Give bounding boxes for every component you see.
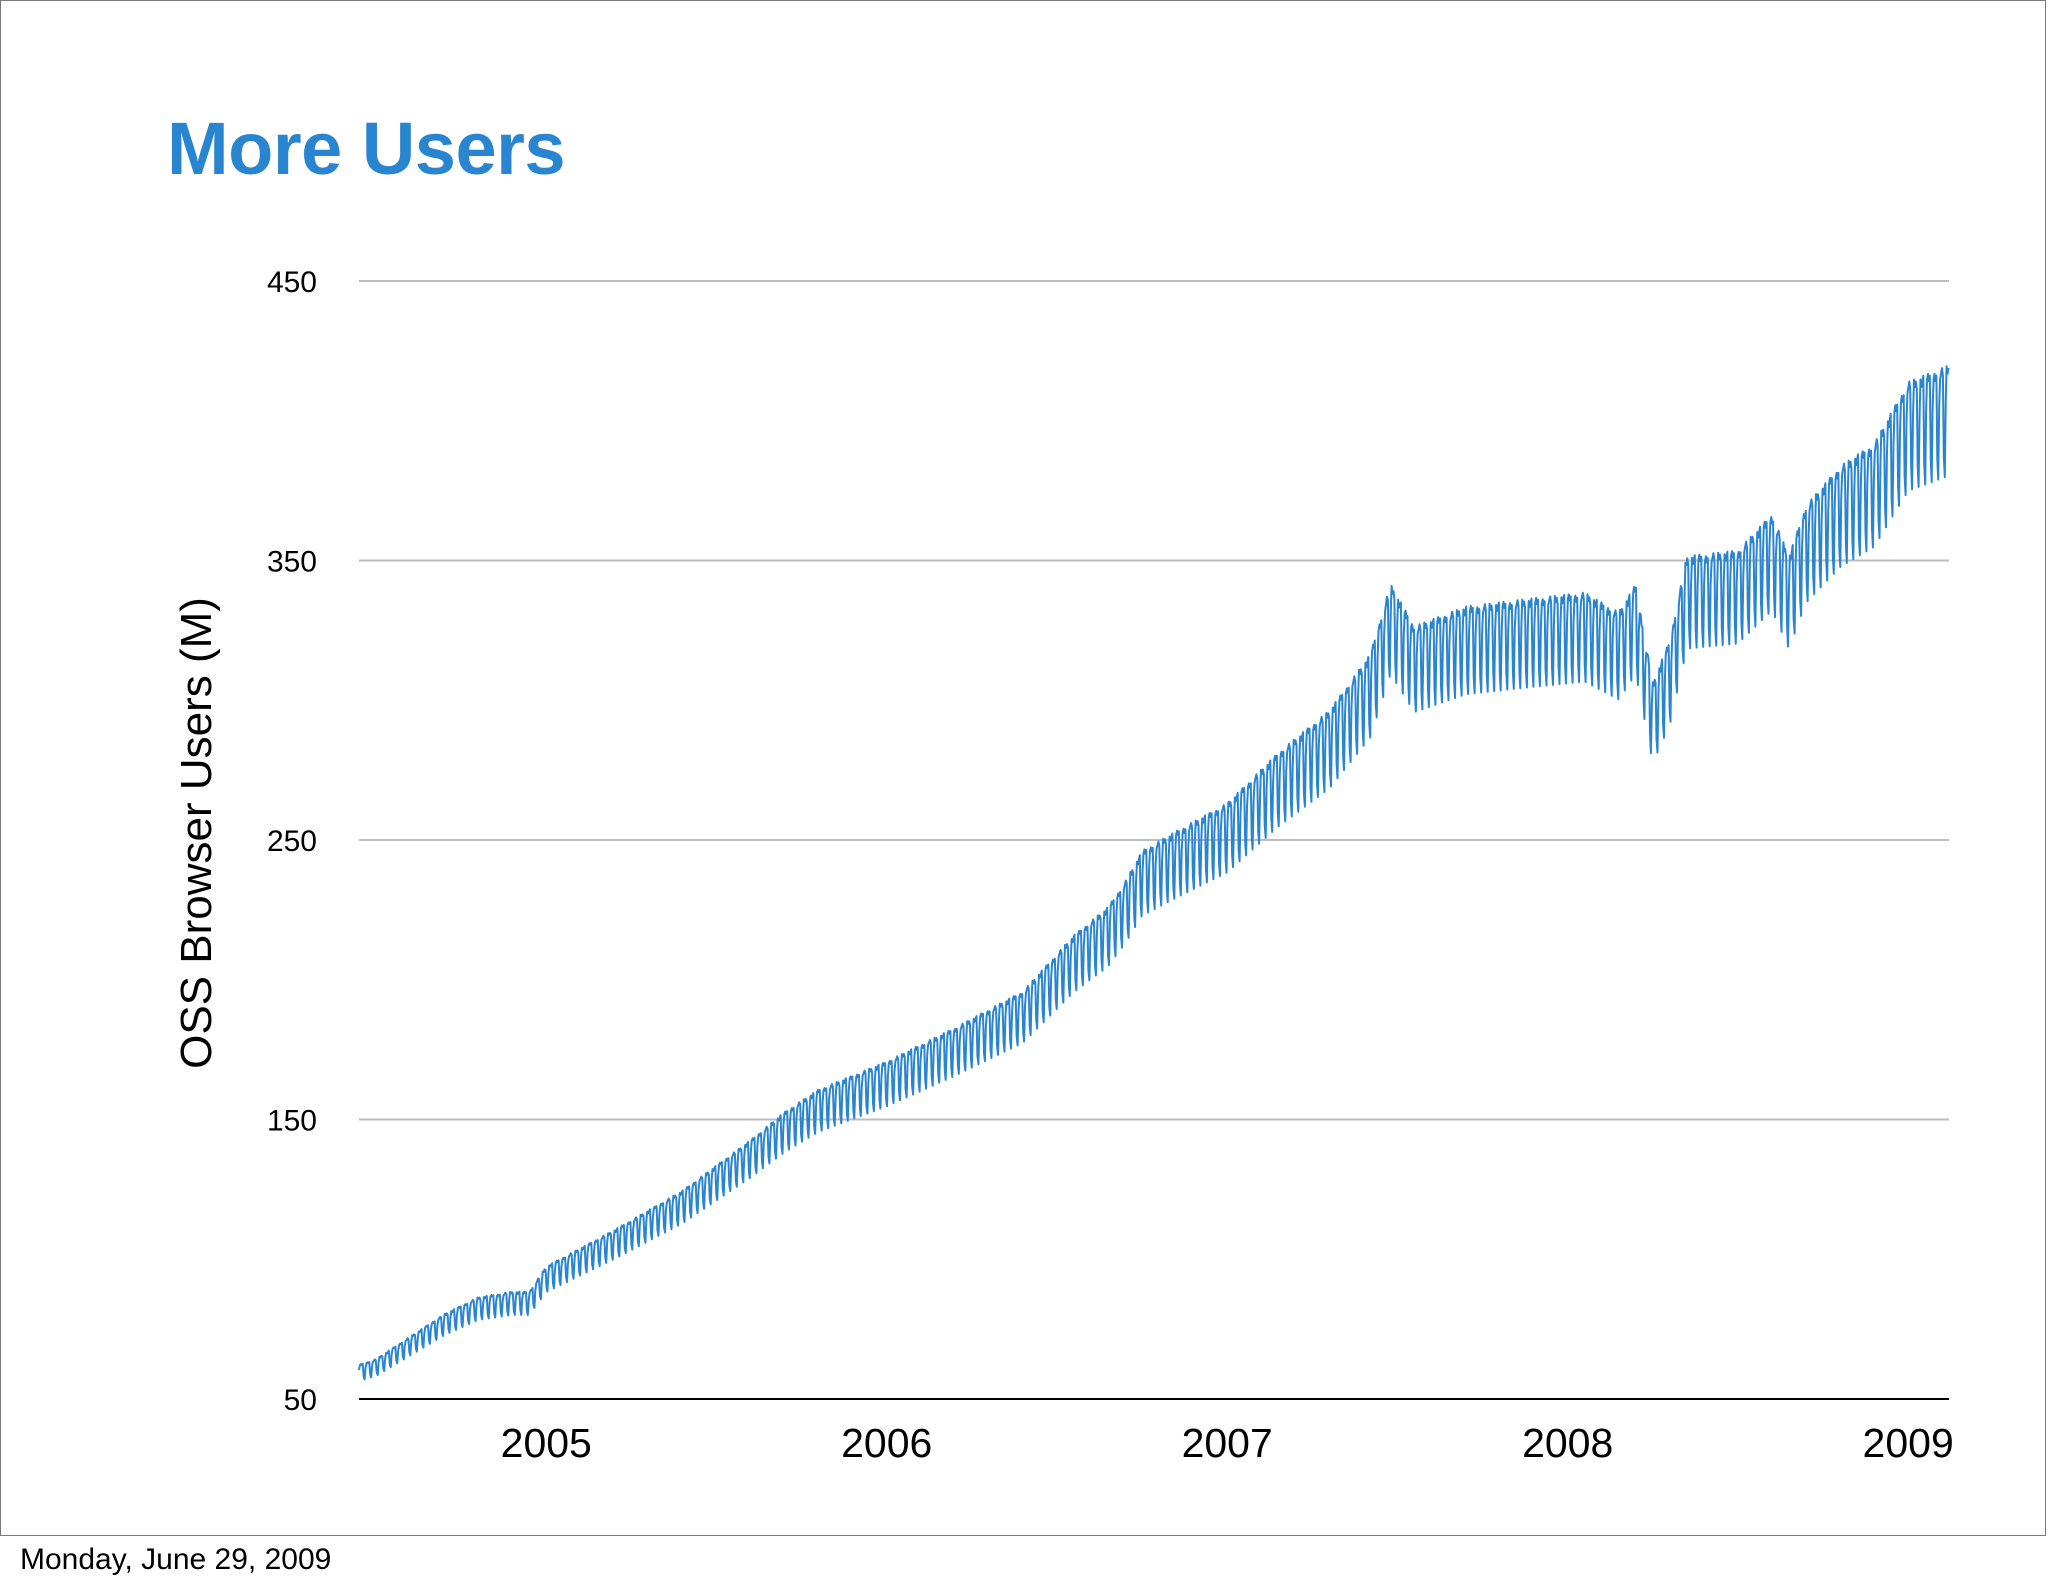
y-tick-labels: 50 150 250 350 450: [267, 266, 317, 1417]
footer-date: Monday, June 29, 2009: [20, 1543, 332, 1576]
slide-title: More Users: [167, 107, 566, 190]
x-tick-label: 2006: [841, 1420, 932, 1466]
grid-lines: [359, 280, 1949, 1121]
y-axis-label: OSS Browser Users (M): [172, 597, 221, 1069]
x-tick-label: 2008: [1522, 1420, 1613, 1466]
y-tick-label: 450: [267, 266, 317, 299]
slide: More Users 50 150 250 350 450 2005 2006 2007 20…: [0, 0, 2046, 1536]
series-layer: [358, 365, 1950, 1381]
x-tick-labels: 2005 2006 2007 2008 2009: [501, 1420, 1954, 1466]
series-line-0: [358, 365, 1950, 1381]
y-tick-label: 350: [267, 546, 317, 579]
y-tick-label: 50: [284, 1384, 317, 1417]
x-tick-label: 2005: [501, 1420, 592, 1466]
users-line-chart: 50 150 250 350 450 2005 2006 2007 2008 2009 OSS …: [172, 266, 1954, 1466]
y-tick-label: 150: [267, 1105, 317, 1138]
x-tick-label: 2007: [1182, 1420, 1273, 1466]
y-tick-label: 250: [267, 825, 317, 858]
x-tick-label: 2009: [1863, 1420, 1954, 1466]
